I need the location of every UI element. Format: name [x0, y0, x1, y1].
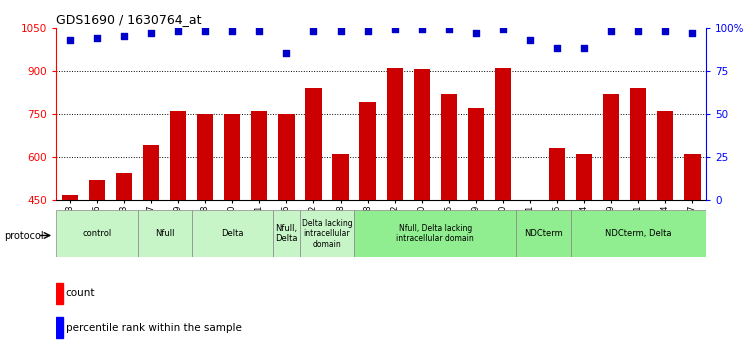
Point — [497, 27, 509, 32]
Point — [172, 28, 184, 34]
Point — [605, 28, 617, 34]
Point — [632, 28, 644, 34]
Bar — [170, 111, 186, 200]
Bar — [576, 154, 593, 200]
Point — [389, 27, 401, 32]
Text: NDCterm, Delta: NDCterm, Delta — [605, 229, 671, 238]
Bar — [89, 180, 105, 200]
Text: Nfull,
Delta: Nfull, Delta — [275, 224, 297, 244]
Bar — [197, 114, 213, 200]
Bar — [684, 154, 701, 200]
Point — [524, 37, 536, 42]
Point — [118, 33, 130, 39]
Point — [470, 30, 482, 36]
Point — [443, 27, 455, 32]
Bar — [137, 210, 192, 257]
Text: count: count — [66, 288, 95, 298]
Bar — [630, 88, 647, 200]
Point — [199, 28, 211, 34]
Point — [361, 28, 373, 34]
Bar — [56, 317, 63, 338]
Bar — [62, 195, 78, 200]
Bar — [306, 88, 321, 200]
Point — [253, 28, 265, 34]
Bar — [333, 154, 348, 200]
Point — [334, 28, 346, 34]
Bar — [354, 210, 517, 257]
Text: percentile rank within the sample: percentile rank within the sample — [66, 323, 242, 333]
Bar — [468, 108, 484, 200]
Bar — [517, 210, 571, 257]
Point — [91, 35, 103, 41]
Point — [659, 28, 671, 34]
Point — [551, 46, 563, 51]
Point — [578, 46, 590, 51]
Text: control: control — [83, 229, 112, 238]
Bar — [251, 111, 267, 200]
Text: Nfull: Nfull — [155, 229, 174, 238]
Bar — [387, 68, 403, 200]
Bar — [441, 94, 457, 200]
Point — [280, 51, 292, 56]
Bar — [56, 210, 137, 257]
Bar — [657, 111, 674, 200]
Point — [686, 30, 698, 36]
Text: GDS1690 / 1630764_at: GDS1690 / 1630764_at — [56, 13, 202, 27]
Bar — [192, 210, 273, 257]
Text: NDCterm: NDCterm — [524, 229, 563, 238]
Bar — [116, 173, 132, 200]
Bar — [360, 102, 376, 200]
Bar — [279, 114, 294, 200]
Point — [307, 28, 319, 34]
Bar — [273, 210, 300, 257]
Bar — [549, 148, 566, 200]
Point — [226, 28, 238, 34]
Point — [416, 27, 428, 32]
Text: Nfull, Delta lacking
intracellular domain: Nfull, Delta lacking intracellular domai… — [397, 224, 474, 244]
Bar — [603, 94, 620, 200]
Point — [64, 37, 76, 42]
Bar — [224, 114, 240, 200]
Bar — [571, 210, 706, 257]
Bar — [414, 69, 430, 200]
Bar — [56, 283, 63, 304]
Bar — [495, 68, 511, 200]
Point — [145, 30, 157, 36]
Text: Delta lacking
intracellular
domain: Delta lacking intracellular domain — [302, 219, 352, 249]
Text: Delta: Delta — [221, 229, 243, 238]
Text: protocol: protocol — [4, 231, 44, 241]
Bar — [143, 146, 159, 200]
Bar — [300, 210, 354, 257]
